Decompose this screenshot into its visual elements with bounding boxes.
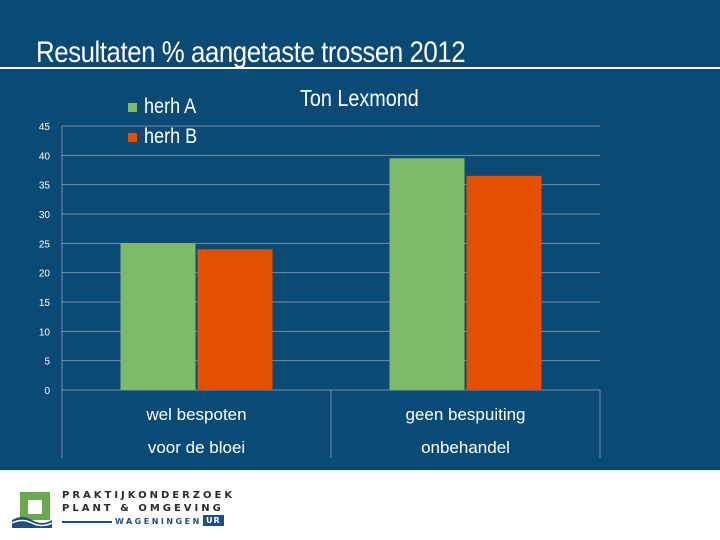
y-tick-label: 30 xyxy=(39,210,51,221)
y-tick-label: 45 xyxy=(39,122,51,133)
y-tick-label: 25 xyxy=(39,239,51,250)
logo-text-line3: WAGENINGEN xyxy=(115,517,202,526)
y-tick-label: 10 xyxy=(39,327,51,338)
logo-rule xyxy=(62,521,112,523)
x-category-label: geen bespuiting xyxy=(405,405,525,424)
x-category-label: onbehandel xyxy=(421,438,510,457)
slide: Resultaten % aangetaste trossen 2012 Ton… xyxy=(0,0,720,470)
legend-swatch-herh-a xyxy=(128,103,137,112)
y-tick-label: 5 xyxy=(44,357,50,368)
bar-herh-b-0 xyxy=(197,249,273,390)
bar-chart: 0 5 10 15 20 25 30 35 40 45 wel bespoten voor de bl… xyxy=(39,122,601,458)
y-tick-label: 35 xyxy=(39,181,51,192)
y-tick-label: 40 xyxy=(39,151,51,162)
company-logo-icon xyxy=(11,492,53,528)
x-category-label: wel bespoten xyxy=(145,405,246,424)
y-tick-label: 0 xyxy=(44,386,50,397)
y-tick-label: 20 xyxy=(39,269,51,280)
logo-ur-badge: UR xyxy=(203,515,224,526)
author-label: Ton Lexmond xyxy=(300,85,419,111)
footer: PRAKTIJKONDERZOEK PLANT & OMGEVING WAGEN… xyxy=(0,470,720,540)
x-category-label: voor de bloei xyxy=(148,438,245,457)
bar-herh-b-1 xyxy=(466,175,542,390)
legend-label-herh-a: herh A xyxy=(144,95,197,118)
slide-title: Resultaten % aangetaste trossen 2012 xyxy=(36,36,466,69)
bar-herh-a-1 xyxy=(389,158,465,390)
legend-label-herh-b: herh B xyxy=(144,125,198,148)
logo-text-line1: PRAKTIJKONDERZOEK xyxy=(62,490,236,501)
y-tick-label: 15 xyxy=(39,298,51,309)
bar-herh-a-0 xyxy=(120,243,196,390)
legend-swatch-herh-b xyxy=(128,133,137,142)
logo-text-line2: PLANT & OMGEVING xyxy=(62,503,224,514)
title-divider xyxy=(0,67,720,69)
